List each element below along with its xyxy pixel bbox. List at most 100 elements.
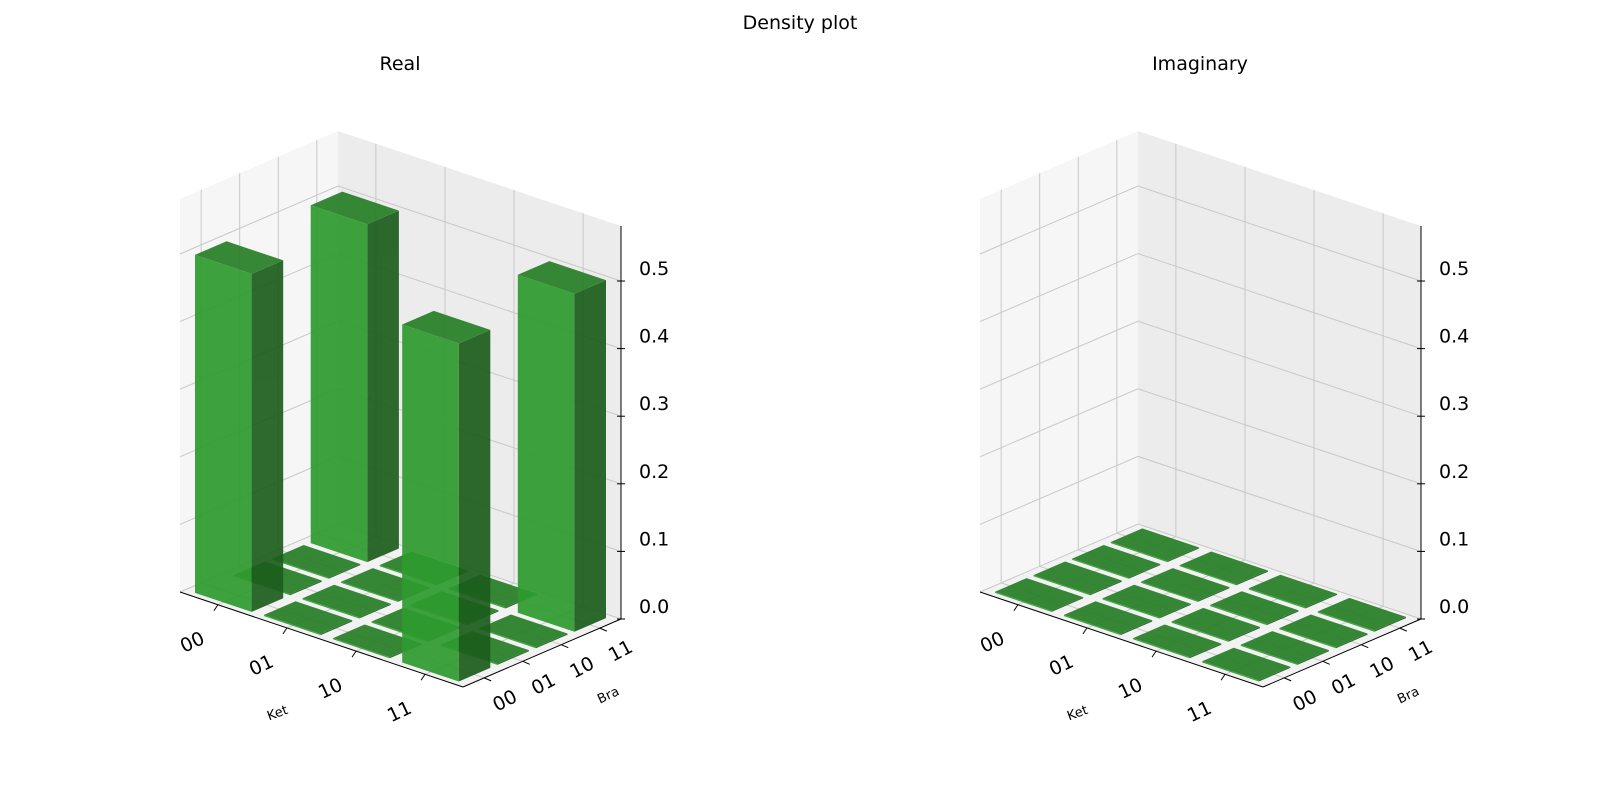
- bra-tick: [522, 660, 530, 665]
- bra-tick-label: 11: [1405, 636, 1437, 667]
- bar-top-face: [402, 310, 491, 344]
- bar-11-10: [479, 614, 568, 649]
- bar-front-face: [1072, 558, 1129, 579]
- bar-top-face: [1210, 591, 1299, 624]
- bar-11-11: [517, 261, 606, 632]
- bar-front-face: [1210, 604, 1267, 626]
- real-panel-title: Real: [379, 53, 421, 75]
- gridline-z: [979, 523, 1422, 620]
- ket-tick: [1151, 650, 1157, 658]
- bar-side-face: [1305, 593, 1337, 609]
- gridline-z: [979, 185, 1422, 282]
- bar-side-face: [1266, 610, 1299, 626]
- bar-10-01: [1171, 607, 1260, 642]
- bar-top-face: [517, 261, 606, 294]
- ket-tick-label: 11: [384, 697, 415, 727]
- z-tick-label: 0.3: [639, 393, 669, 415]
- bar-front-face: [1279, 628, 1336, 649]
- bar-front-face: [302, 598, 360, 619]
- bra-axis-title: Bra: [595, 684, 621, 707]
- bar-front-face: [1202, 661, 1259, 682]
- z-tick-label: 0.2: [639, 461, 669, 483]
- bar-side-face: [367, 210, 399, 563]
- z-tick-label: 0.0: [639, 596, 669, 618]
- bar-top-face: [1279, 614, 1368, 648]
- bar-front-face: [1171, 621, 1229, 642]
- bar-00-01: [1033, 561, 1122, 596]
- bar-front-face: [517, 274, 575, 632]
- bar-front-face: [1317, 611, 1375, 632]
- bar-01-01: [1102, 584, 1191, 619]
- bar-00-11: [310, 191, 399, 563]
- bar-11-00: [402, 310, 491, 682]
- bar-side-face: [251, 260, 284, 612]
- bar-01-00: [1064, 601, 1153, 636]
- z-tick-label: 0.2: [1439, 461, 1469, 483]
- bra-tick-label: 10: [566, 652, 598, 683]
- bar-side-face: [1236, 570, 1268, 586]
- bar-side-face: [1335, 633, 1368, 649]
- bar-01-01: [302, 584, 391, 619]
- bra-axis-line: [462, 618, 622, 688]
- z-tick-label: 0.1: [1439, 528, 1469, 550]
- bar-top-face: [1072, 545, 1161, 578]
- bar-side-face: [1120, 620, 1153, 636]
- bar-front-face: [1240, 644, 1298, 665]
- bra-tick-label: 01: [1328, 669, 1360, 700]
- ket-axis-title: Ket: [265, 703, 290, 724]
- ket-tick: [1013, 604, 1019, 612]
- bar-side-face: [574, 280, 606, 632]
- bar-front-face: [341, 581, 398, 602]
- bar-top-face: [1179, 551, 1268, 585]
- bars: [195, 191, 606, 682]
- bar-top-face: [1110, 528, 1199, 561]
- bar-00-00: [995, 578, 1084, 612]
- bar-side-face: [535, 633, 568, 649]
- bar-top-face: [302, 584, 391, 618]
- ket-tick: [351, 650, 357, 658]
- figure-title: Density plot: [742, 12, 858, 34]
- bar-00-00: [195, 241, 284, 612]
- bar-10-00: [1133, 624, 1222, 659]
- gridline-z: [979, 388, 1422, 485]
- bar-top-face: [264, 601, 353, 634]
- ket-tick-label: 01: [1046, 651, 1077, 681]
- bar-top-face: [1317, 597, 1406, 631]
- bar-10-10: [1210, 591, 1299, 626]
- ket-axis-line: [979, 591, 1264, 688]
- bar-01-11: [1179, 551, 1268, 586]
- z-tick-label: 0.4: [639, 326, 669, 348]
- ket-tick-label: 10: [1115, 674, 1146, 704]
- left-wall-pane: [980, 131, 1138, 592]
- bra-axis-title: Bra: [1395, 684, 1421, 707]
- bar-front-face: [264, 614, 321, 636]
- ket-tick: [1082, 627, 1088, 635]
- bar-front-face: [272, 558, 329, 579]
- bra-tick-label: 11: [605, 636, 637, 667]
- bar-front-face: [333, 638, 390, 659]
- bar-front-face: [1248, 588, 1306, 609]
- z-tick-label: 0.5: [1439, 258, 1469, 280]
- bar-top-face: [995, 578, 1084, 611]
- gridline-z: [179, 185, 622, 282]
- bar-11-11: [1317, 597, 1406, 632]
- axes-panes: [980, 131, 1421, 687]
- ket-tick-label: 00: [977, 627, 1008, 657]
- bra-tick: [483, 677, 492, 682]
- bra-tick: [1322, 660, 1330, 665]
- bar-side-face: [1128, 564, 1161, 579]
- bar-side-face: [1297, 650, 1329, 665]
- bar-front-face: [1033, 575, 1091, 596]
- bra-tick-label: 00: [489, 686, 521, 717]
- bar-side-face: [1051, 597, 1084, 612]
- ket-tick-label: 01: [246, 651, 277, 681]
- ket-tick-label: 10: [315, 674, 346, 704]
- bar-11-00: [1202, 647, 1291, 682]
- z-tick-label: 0.0: [1439, 596, 1469, 618]
- bar-front-face: [995, 591, 1052, 612]
- gridline-z: [979, 253, 1422, 350]
- bra-tick: [1361, 644, 1369, 649]
- bar-top-face: [1102, 584, 1191, 618]
- z-tick-label: 0.3: [1439, 393, 1469, 415]
